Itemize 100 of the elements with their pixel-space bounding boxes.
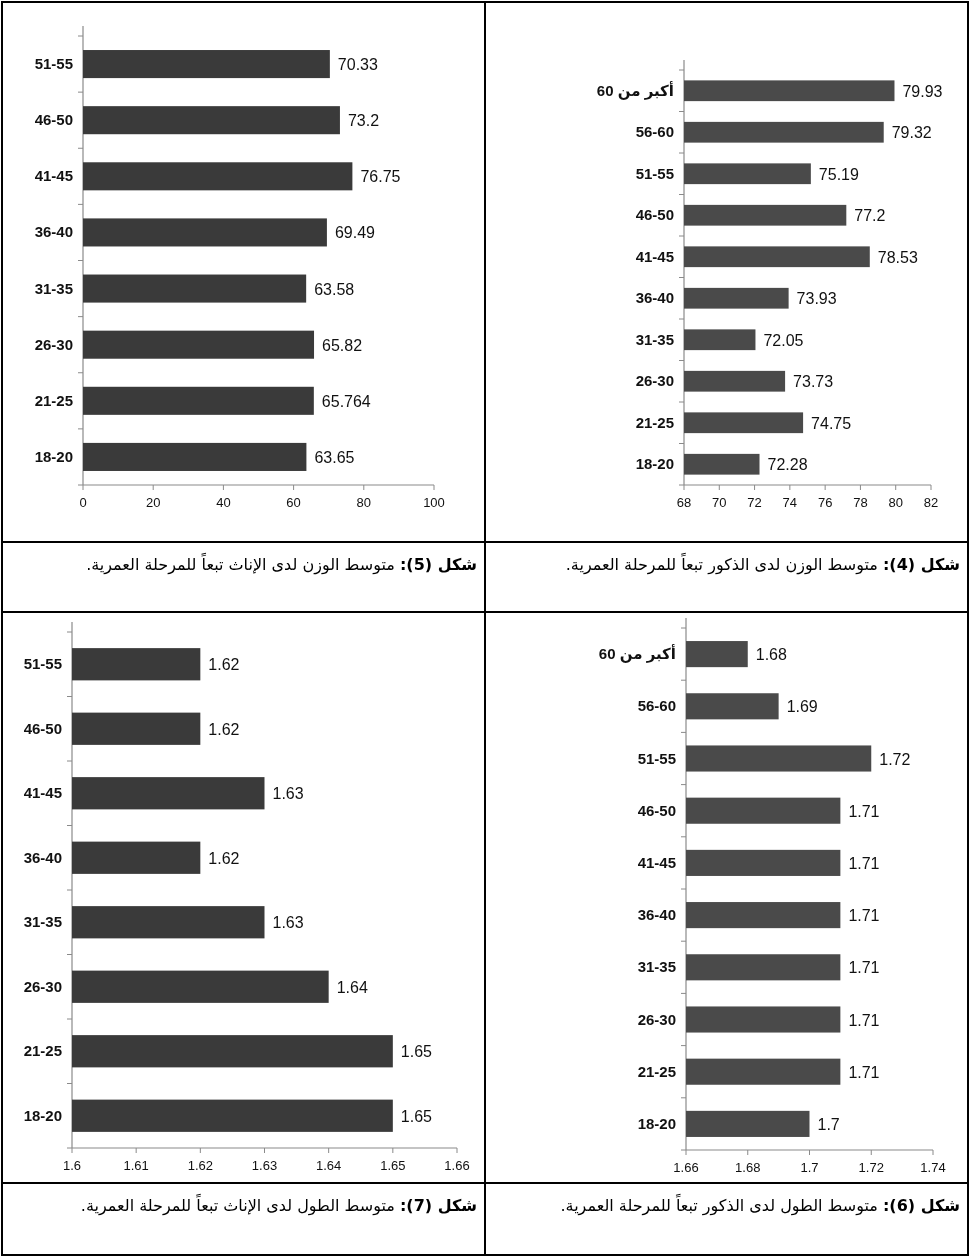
- data-label: 73.93: [796, 290, 837, 308]
- x-tick-label: 0: [79, 495, 87, 510]
- x-tick-label: 70: [712, 495, 727, 510]
- y-tick-label: 41-45: [23, 784, 62, 802]
- x-tick-label: 76: [817, 495, 833, 510]
- y-tick-label: 31-35: [635, 330, 674, 348]
- y-tick-label: 51-55: [23, 655, 62, 673]
- y-tick-label: 31-35: [637, 958, 676, 976]
- y-tick-label: 18-20: [635, 455, 674, 473]
- y-tick-label: 56-60: [635, 123, 674, 141]
- data-label: 1.7: [817, 1115, 840, 1133]
- data-label: 76.75: [360, 168, 401, 186]
- y-tick-label: 18-20: [34, 447, 73, 465]
- data-label: 72.05: [763, 331, 804, 349]
- x-tick-label: 60: [286, 495, 301, 510]
- text: شكل (7): متوسط الطول لدى الإناث تبعاً للمرحلة العمرية.: [79, 1194, 477, 1217]
- data-label: 1.68: [755, 646, 787, 664]
- x-tick-label: 74: [782, 495, 798, 510]
- y-tick-label: 26-30: [637, 1010, 676, 1028]
- data-label: 1.65: [400, 1107, 433, 1125]
- x-tick-label: 68: [676, 495, 692, 510]
- x-tick-label: 1.7: [800, 1160, 819, 1175]
- data-label: 1.64: [336, 978, 368, 996]
- y-tick-label: 26-30: [34, 335, 73, 353]
- data-label: 78.53: [877, 248, 918, 266]
- y-tick-label: 46-50: [635, 206, 674, 224]
- text: شكل (5): متوسط الوزن لدى الإناث تبعاً للمرحلة العمرية.: [85, 553, 477, 576]
- bar: [83, 106, 340, 135]
- x-tick-label: 1.64: [316, 1158, 342, 1173]
- x-tick-label: 1.63: [251, 1158, 278, 1173]
- data-label: 65.82: [322, 336, 363, 354]
- y-tick-label: 26-30: [635, 372, 674, 390]
- y-tick-label: 31-35: [34, 279, 73, 297]
- data-label: 73.73: [793, 373, 834, 391]
- y-tick-label: 41-45: [637, 853, 676, 871]
- x-tick-label: 72: [747, 495, 762, 510]
- y-tick-label: 18-20: [637, 1114, 676, 1132]
- y-tick-label: 51-55: [635, 164, 674, 182]
- data-label: 63.65: [314, 448, 355, 466]
- y-tick-label: 21-25: [635, 413, 674, 431]
- bar: [83, 442, 307, 471]
- data-label: 1.62: [208, 656, 240, 674]
- data-label: 70.33: [337, 56, 378, 74]
- text: شكل (6): متوسط الطول لدى الذكور تبعاً للمرحلة العمرية.: [559, 1194, 960, 1217]
- data-label: 79.32: [891, 124, 932, 142]
- x-tick-label: 20: [145, 495, 161, 510]
- data-label: 1.71: [848, 959, 880, 977]
- data-label: 75.19: [818, 165, 859, 183]
- y-tick-label: 21-25: [637, 1062, 676, 1080]
- data-label: 1.71: [848, 1011, 880, 1029]
- data-label: 69.49: [334, 224, 376, 242]
- x-tick-label: 1.62: [187, 1158, 213, 1173]
- data-label: 74.75: [811, 414, 852, 432]
- y-tick-label: 56-60: [637, 697, 676, 715]
- data-label: 1.62: [208, 720, 240, 738]
- y-tick-label: 46-50: [23, 719, 62, 737]
- x-tick-label: 1.66: [444, 1158, 470, 1173]
- y-tick-label: 21-25: [23, 1042, 62, 1060]
- y-tick-label: أكبر من 60: [598, 644, 676, 664]
- x-tick-label: 1.65: [380, 1158, 406, 1173]
- y-tick-label: 36-40: [23, 848, 62, 866]
- y-tick-label: 36-40: [34, 223, 73, 241]
- data-label: 73.2: [347, 112, 380, 130]
- y-tick-label: 51-55: [34, 55, 73, 73]
- data-label: 77.2: [854, 207, 886, 225]
- y-tick-label: 46-50: [34, 111, 73, 129]
- data-label: 65.764: [321, 392, 371, 410]
- x-tick-label: 82: [923, 495, 939, 510]
- data-label: 1.71: [848, 1063, 880, 1081]
- x-tick-label: 78: [853, 495, 868, 510]
- x-tick-label: 1.68: [735, 1160, 761, 1175]
- y-tick-label: 41-45: [635, 247, 674, 265]
- x-tick-label: 1.6: [62, 1158, 82, 1173]
- x-tick-label: 1.66: [673, 1160, 699, 1175]
- data-label: 1.63: [272, 914, 304, 932]
- bar: [83, 50, 330, 79]
- data-label: 79.93: [902, 82, 943, 100]
- bar: [83, 330, 315, 359]
- x-tick-label: 80: [356, 495, 372, 510]
- data-label: 1.69: [786, 698, 818, 716]
- y-tick-label: 36-40: [637, 906, 676, 924]
- data-label: 1.63: [272, 785, 304, 803]
- y-tick-label: 31-35: [23, 913, 62, 931]
- x-tick-label: 40: [216, 495, 231, 510]
- y-tick-label: 18-20: [23, 1106, 62, 1124]
- bar: [83, 274, 307, 303]
- bar: [83, 218, 327, 247]
- x-tick-label: 1.74: [920, 1160, 946, 1175]
- bar: [83, 162, 353, 191]
- bar: [83, 386, 314, 415]
- data-label: 1.72: [879, 750, 911, 768]
- y-tick-label: أكبر من 60: [596, 80, 674, 100]
- data-label: 63.58: [314, 280, 355, 298]
- text: شكل (4): متوسط الوزن لدى الذكور تبعاً للمرحلة العمرية.: [564, 553, 960, 576]
- y-tick-label: 41-45: [34, 167, 73, 185]
- y-tick-label: 36-40: [635, 289, 674, 307]
- data-label: 1.62: [208, 849, 240, 867]
- x-tick-label: 1.72: [858, 1160, 884, 1175]
- data-label: 1.71: [848, 802, 880, 820]
- x-tick-label: 100: [423, 495, 445, 510]
